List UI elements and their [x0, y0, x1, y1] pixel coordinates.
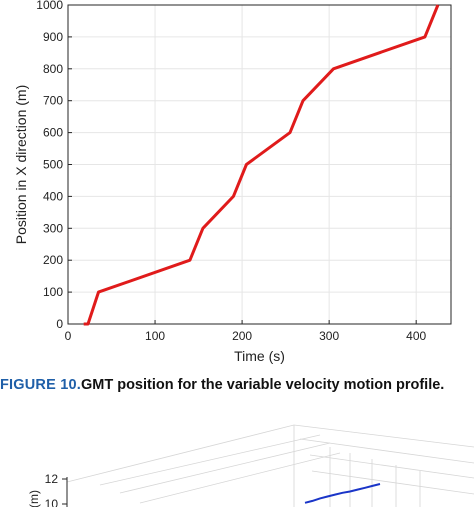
series-group	[83, 4, 440, 326]
figure-caption: FIGURE 10.GMT position for the variable …	[0, 377, 474, 397]
trajectory-3d-chart: 12 10 (m)	[27, 424, 474, 507]
z-axis-label: (m)	[27, 490, 41, 507]
y-tick-label: 900	[43, 30, 63, 44]
x-tick-label: 0	[65, 329, 72, 343]
x-axis-label: Time (s)	[234, 348, 285, 364]
y-tick-label: 700	[43, 94, 63, 108]
y-tick-label: 400	[43, 189, 63, 203]
x-axis-ticks: 0 100 200 300 400	[65, 320, 427, 343]
x-tick-label: 300	[319, 329, 339, 343]
position-line	[83, 4, 440, 326]
trajectory-line	[304, 483, 381, 504]
x-tick-label: 100	[145, 329, 165, 343]
figure-label: FIGURE 10.	[0, 377, 81, 393]
x-tick-label: 400	[406, 329, 426, 343]
figure-caption-text: GMT position for the variable velocity m…	[80, 377, 445, 393]
z-tick-label-10: 10	[45, 497, 59, 507]
y-axis-label: Position in X direction (m)	[13, 85, 29, 245]
y-tick-label: 600	[43, 126, 63, 140]
3d-axes-box	[66, 424, 474, 507]
y-tick-label: 100	[43, 285, 63, 299]
y-tick-label: 0	[56, 317, 63, 331]
y-tick-label: 800	[43, 62, 63, 76]
z-tick-label-12: 12	[45, 472, 59, 486]
y-tick-label: 500	[43, 158, 63, 172]
chart-grid	[67, 4, 451, 325]
y-tick-label: 1000	[36, 0, 63, 12]
y-tick-label: 300	[43, 221, 63, 235]
position-chart: 0 100 200 300 400 0 100 200 300 400 500 600 700 800 9…	[13, 0, 452, 364]
x-tick-label: 200	[232, 329, 252, 343]
y-tick-label: 200	[43, 253, 63, 267]
y-axis-ticks: 0 100 200 300 400 500 600 700 800 900 1000	[36, 0, 72, 331]
